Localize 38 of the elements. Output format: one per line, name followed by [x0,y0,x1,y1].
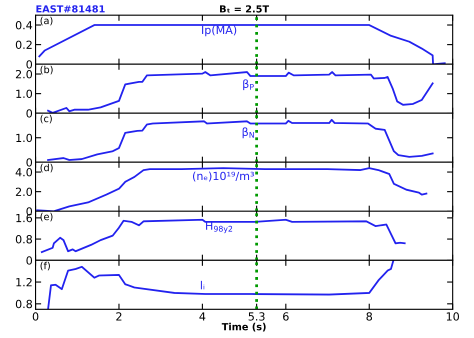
x-tick-label: 0 [32,312,38,321]
y-tick-label: 1.0 [16,134,32,142]
chart-title: EAST#81481 [36,5,105,13]
y-tick-label: 1.0 [16,90,32,98]
series-label: β$_{N}$ [242,127,254,138]
annotation: (e) [40,212,52,222]
y-tick-label: 4.0 [16,168,32,176]
x-tick-label: 5.3 [248,312,265,321]
line-series [38,24,446,64]
y-tick-label: 0.8 [16,235,32,244]
y-tick-label: 2.0 [16,70,32,78]
y-tick-label: 2.0 [16,188,32,196]
y-tick-label: 0 [26,256,32,265]
series-label: β$_{P}$ [243,79,254,90]
annotation: (b) [40,66,53,74]
annotation: (f) [40,262,50,270]
y-tick-label: 0.2 [16,40,32,49]
x-axis-title: Time (s) [222,322,266,332]
x-tick-label: 4 [199,312,206,320]
y-tick-label: 0 [26,109,32,118]
annotation: (c) [40,114,52,124]
y-tick-label: 0 [26,158,32,167]
y-tick-label: 0 [26,207,32,216]
x-tick-label: 6 [283,312,289,321]
y-tick-label: 1.6 [16,214,32,222]
x-tick-label: 8 [366,312,372,321]
x-tick-label: 10 [446,312,459,321]
y-tick-label: 1.2 [16,278,32,286]
y-tick-label: 0.8 [16,300,32,308]
chart-subtitle: Bₜ = 2.5T [220,5,270,13]
series-label: lᵢ [200,280,204,290]
series-label: (nₑ)10¹⁹/m³ [193,172,254,182]
annotation: (d) [40,164,53,172]
annotation: (a) [40,16,52,26]
x-tick-label: 2 [116,312,122,320]
y-tick-label: 0 [26,60,32,69]
series-label: Ip(MA) [202,26,236,36]
y-tick-label: 0.4 [16,20,32,30]
